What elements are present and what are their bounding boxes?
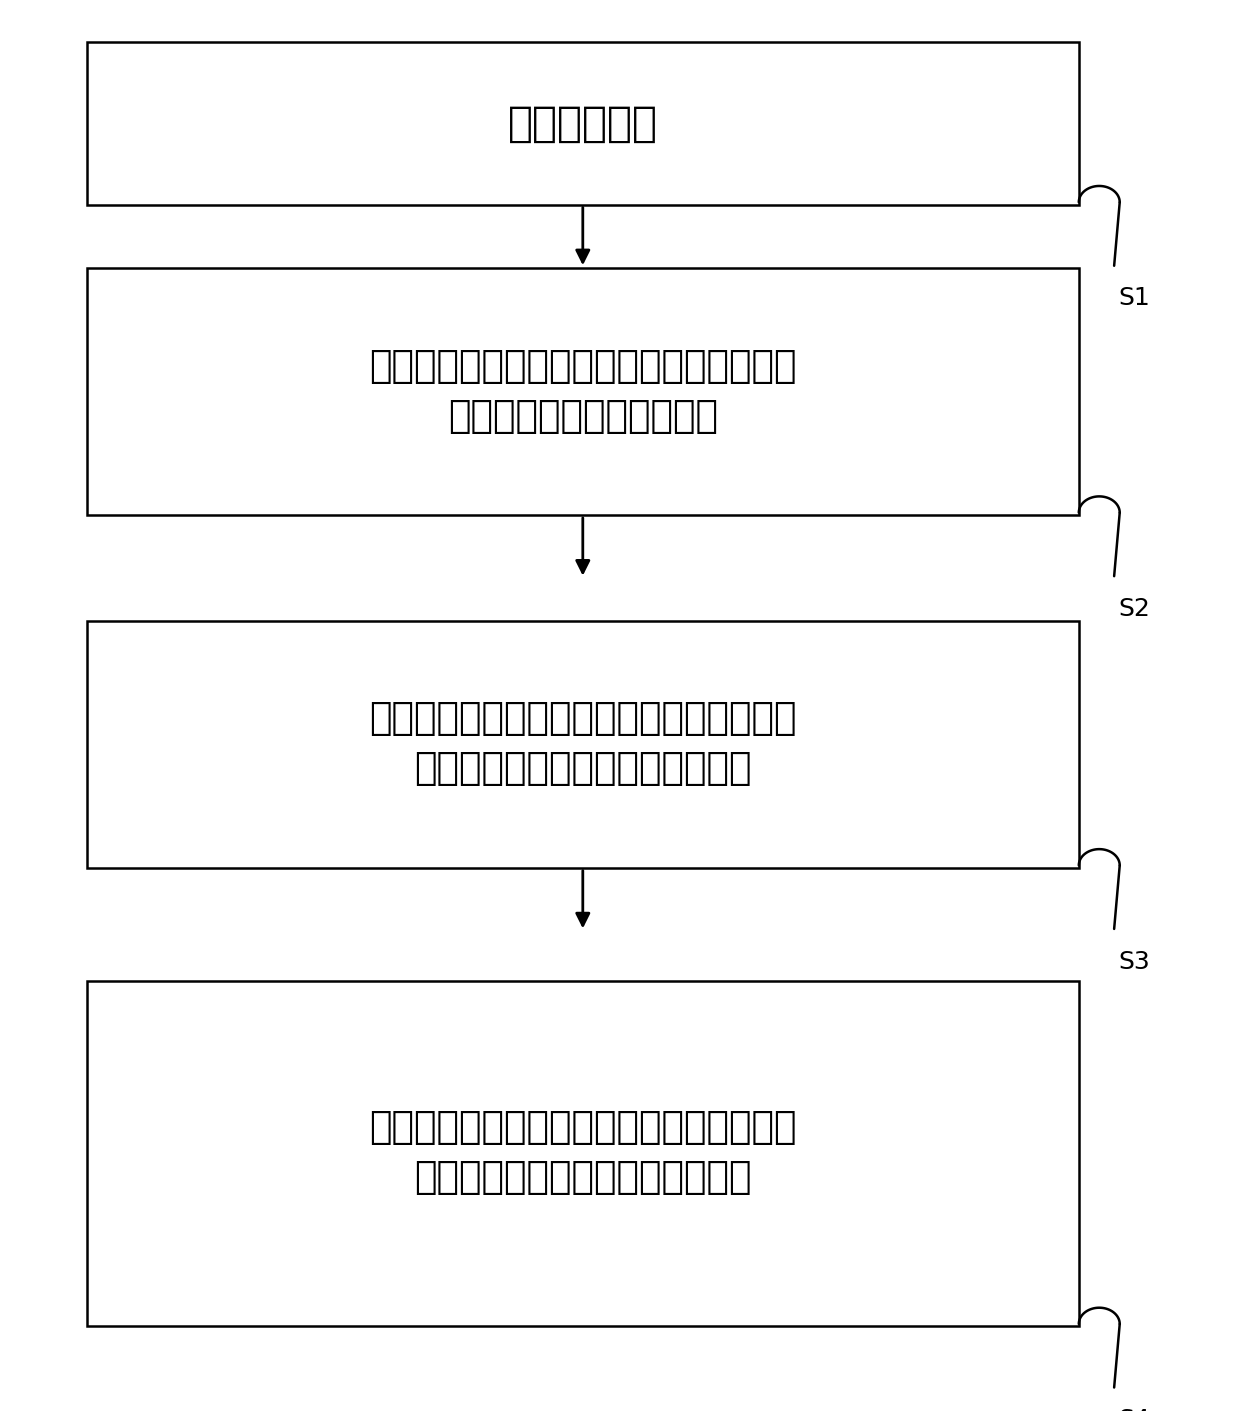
Bar — [87, 268, 1079, 515]
Text: 获取图像数据: 获取图像数据 — [508, 103, 657, 144]
Bar — [87, 42, 1079, 205]
Text: S4: S4 — [1118, 1408, 1151, 1411]
Text: S2: S2 — [1118, 597, 1151, 621]
Text: S1: S1 — [1118, 286, 1151, 310]
Bar — [87, 621, 1079, 868]
Text: 基于所述图像特征，进行三维重建以获得被
监控区域内的物体的三维运动信息: 基于所述图像特征，进行三维重建以获得被 监控区域内的物体的三维运动信息 — [370, 701, 796, 787]
Text: 判断所述三维运动信息是否满足预设条件，
如果是，发出提示信号或控制信号: 判断所述三维运动信息是否满足预设条件， 如果是，发出提示信号或控制信号 — [370, 1110, 796, 1197]
Text: S3: S3 — [1118, 950, 1151, 974]
Bar — [87, 981, 1079, 1326]
Text: 对所述图像数据进行处理，以至少得到被监
控区域内的图像的图像特征: 对所述图像数据进行处理，以至少得到被监 控区域内的图像的图像特征 — [370, 349, 796, 435]
